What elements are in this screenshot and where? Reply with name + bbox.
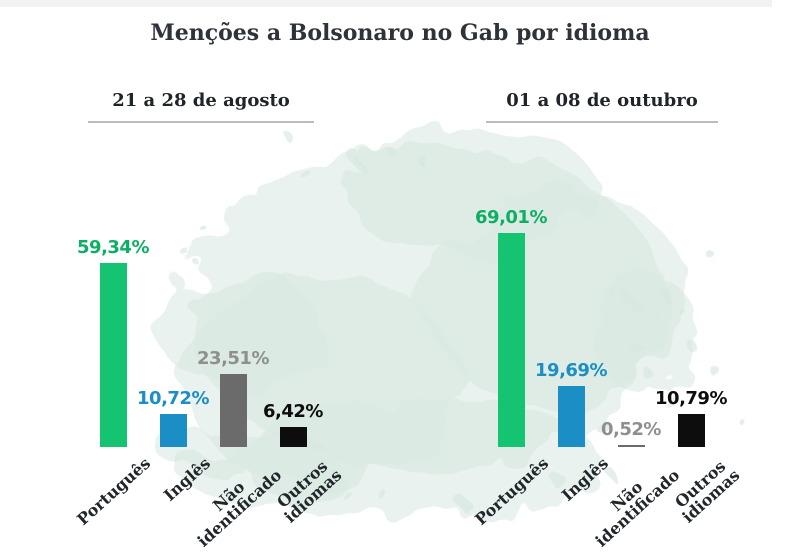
bar-ingles-outubro (557, 386, 585, 447)
group-header-agosto: 21 a 28 de agosto (88, 90, 314, 123)
bar-ingles-agosto (159, 414, 187, 447)
value-label: 23,51% (197, 348, 269, 369)
group-header-outubro: 01 a 08 de outubro (486, 90, 718, 123)
value-label: 19,69% (535, 360, 607, 381)
value-label: 69,01% (475, 207, 547, 228)
bar-nao-identificado-agosto (219, 374, 247, 447)
value-label: 0,52% (601, 419, 661, 440)
bar-column-portugues-agosto: 59,34% Português (73, 237, 154, 529)
bar-portugues-agosto (99, 263, 127, 447)
value-label: 6,42% (263, 401, 323, 422)
top-edge-strip (0, 0, 772, 7)
bar-group-outubro: 69,01% Português 19,69% Inglês 0,52% Não… (471, 0, 743, 551)
bar-column-ingles-agosto: 10,72% Inglês (137, 388, 214, 505)
bar-portugues-outubro (497, 233, 525, 447)
bar-group-agosto: 59,34% Português 10,72% Inglês 23,51% Nã… (73, 0, 345, 551)
bar-column-portugues-outubro: 69,01% Português (471, 207, 552, 529)
bar-column-ingles-outubro: 19,69% Inglês (535, 360, 612, 505)
bar-outros-idiomas-agosto (279, 427, 307, 447)
value-label: 10,72% (137, 388, 209, 409)
bar-column-nao-identificado-agosto: 23,51% Não identificado (194, 348, 286, 551)
bar-column-outros-idiomas-agosto: 6,42% Outros idiomas (263, 401, 345, 527)
value-label: 59,34% (77, 237, 149, 258)
bar-column-outros-idiomas-outubro: 10,79% Outros idiomas (655, 388, 743, 527)
bar-nao-identificado-outubro (617, 445, 645, 447)
value-label: 10,79% (655, 388, 727, 409)
chart-title: Menções a Bolsonaro no Gab por idioma (150, 20, 650, 46)
bar-column-nao-identificado-outubro: 0,52% Não identificado (592, 419, 684, 551)
bar-outros-idiomas-outubro (677, 414, 705, 447)
